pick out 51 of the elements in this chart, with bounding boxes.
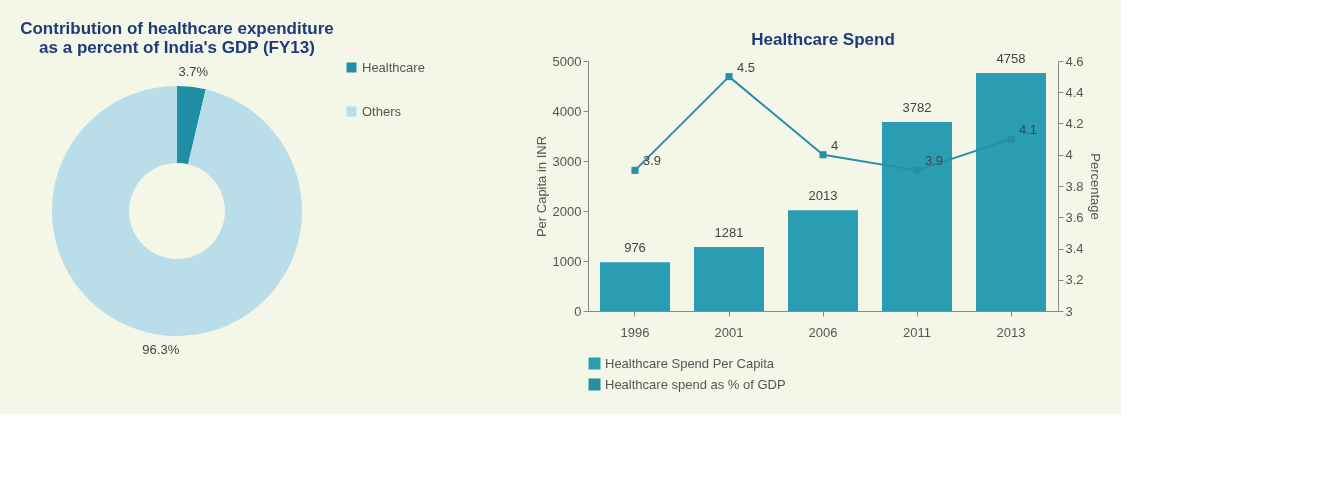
donut-slice	[52, 86, 302, 336]
y-tick-label: 2000	[552, 203, 582, 219]
y2-tick-label: 3.6	[1065, 209, 1084, 225]
x-tick-label: 1996	[620, 324, 650, 340]
y-axis-title: Per Capita in INR	[533, 135, 549, 238]
bar	[694, 246, 764, 311]
data-label: 1281	[714, 224, 744, 240]
bar	[882, 121, 952, 311]
y-tick-label: 0	[574, 303, 582, 319]
text: as a percent of India's GDP (FY13)	[39, 38, 315, 57]
y-tick-label: 1000	[552, 253, 582, 269]
y2-axis-title: Percentage	[1087, 153, 1103, 220]
x-tick-label: 2006	[808, 324, 838, 340]
data-label: 3.7%	[178, 63, 209, 79]
data-label: 4758	[996, 51, 1026, 67]
y-tick-label: 5000	[552, 53, 582, 69]
y2-tick-label: 4.6	[1065, 53, 1084, 69]
y2-tick-label: 3.2	[1065, 272, 1084, 288]
data-label: 4	[831, 137, 839, 153]
data-label: 3782	[902, 99, 932, 115]
legend-label: Healthcare spend as % of GDP	[605, 376, 786, 392]
point	[631, 166, 639, 174]
data-label: 4.1	[1019, 122, 1038, 138]
y2-tick-label: 3	[1065, 303, 1073, 319]
y2-tick-label: 4.4	[1065, 84, 1084, 100]
legend-label: Others	[362, 103, 402, 119]
x-tick-label: 2013	[996, 324, 1026, 340]
y-tick-label: 4000	[552, 103, 582, 119]
data-label: 96.3%	[142, 342, 180, 358]
y2-tick-label: 3.8	[1065, 178, 1084, 194]
data-label: 2013	[808, 188, 838, 204]
point	[819, 151, 827, 159]
bar	[600, 262, 670, 311]
y-tick-label: 3000	[552, 153, 582, 169]
x-tick-label: 2001	[714, 324, 744, 340]
legend-label: Healthcare Spend Per Capita	[605, 355, 775, 371]
data-label: 3.9	[925, 153, 944, 169]
bar	[788, 210, 858, 311]
data-label: 4.5	[737, 59, 756, 75]
y2-tick-label: 3.4	[1065, 241, 1084, 256]
y2-tick-label: 4	[1065, 147, 1073, 163]
legend-label: Healthcare	[362, 59, 425, 75]
donut-slice	[177, 86, 206, 165]
y2-tick-label: 4.2	[1065, 116, 1084, 131]
text: Contribution of healthcare expenditure	[20, 19, 334, 38]
data-label: 976	[624, 240, 646, 256]
data-label: 3.9	[643, 153, 662, 169]
bar	[976, 73, 1046, 311]
point	[725, 73, 733, 81]
chart-title: Healthcare Spend	[751, 30, 895, 50]
x-tick-label: 2011	[903, 324, 931, 340]
